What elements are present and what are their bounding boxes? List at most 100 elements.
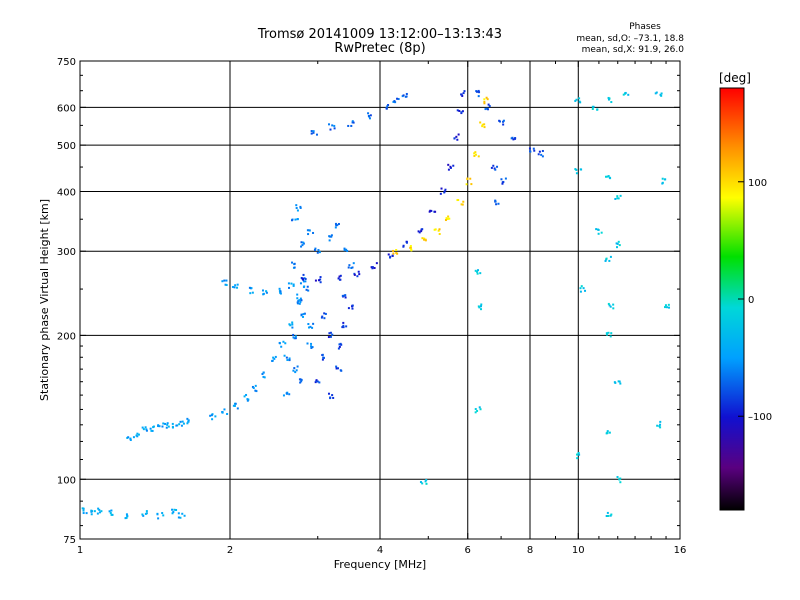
echo-point [373,267,376,270]
echo-point [612,307,615,310]
echo-point [387,253,390,256]
echo-point [82,507,85,510]
echo-point [477,95,480,98]
echo-point [592,105,595,108]
echo-point [616,195,619,198]
echo-point [141,513,144,516]
echo-point [420,230,423,233]
echo-point [483,126,486,129]
echo-point [392,249,395,252]
echo-point [661,182,664,185]
echo-point [455,135,458,138]
echo-point [145,428,148,431]
echo-point [186,422,189,425]
echo-point [299,206,302,209]
echo-point [318,381,321,384]
x-tick-label: 8 [527,545,533,556]
echo-point [246,399,249,402]
x-tick-label: 16 [674,545,687,556]
echo-point [321,358,324,361]
echo-point [314,381,317,384]
echo-point [329,128,332,131]
echo-point [479,121,482,124]
echo-point [298,299,301,302]
echo-point [309,325,312,328]
echo-point [82,512,85,515]
echo-point [329,335,332,338]
echo-point [329,397,332,400]
echo-point [251,291,254,294]
echo-point [296,365,299,368]
echo-point [322,356,325,359]
echo-point [183,514,186,517]
echo-point [463,90,466,93]
echo-point [579,287,582,290]
echo-point [497,202,500,205]
echo-point [262,293,265,296]
echo-point [91,510,94,513]
echo-point [419,481,422,484]
echo-point [576,457,579,460]
echo-point [179,516,182,519]
echo-point [481,125,484,128]
echo-point [480,303,483,306]
echo-point [324,312,327,315]
echo-point [392,252,395,255]
echo-point [483,100,486,103]
echo-point [301,244,304,247]
echo-point [395,248,398,251]
echo-point [245,393,248,396]
echo-point [429,209,432,212]
echo-point [177,512,180,515]
echo-point [402,245,405,248]
echo-point [310,132,313,135]
echo-point [579,168,582,171]
echo-point [498,119,501,122]
echo-point [658,425,661,428]
echo-point [284,342,287,345]
echo-point [477,269,480,272]
echo-point [214,415,217,418]
echo-point [619,382,622,385]
echo-point [283,354,286,357]
echo-point [512,138,515,141]
echo-point [478,406,481,409]
echo-point [460,93,463,96]
phase-info-heading: Phases [629,22,661,32]
echo-point [609,514,612,517]
colorbar-ticks: 100 0 –100 [738,178,772,423]
echo-point [351,121,354,124]
echo-point [541,149,544,152]
echo-point [618,477,621,480]
echo-point [265,290,268,293]
echo-point [293,266,296,269]
echo-point [423,238,426,241]
echo-point [285,356,288,359]
phase-info-x-mode: mean, sd,X: 91.9, 26.0 [582,45,685,55]
echo-point [661,177,664,180]
echo-point [323,317,326,320]
echo-point [248,286,251,289]
echo-point [538,150,541,153]
echo-point [541,155,544,158]
echo-point [618,380,621,383]
echo-point [142,428,145,431]
echo-point [659,420,662,423]
echo-point [225,284,228,287]
echo-point [619,481,622,484]
echo-point [607,331,610,334]
echo-point [405,92,408,95]
echo-point [187,419,190,422]
chart-subtitle: RwPretec (8p) [334,41,425,56]
echo-point [447,215,450,218]
echo-point [391,254,394,257]
echo-point [514,137,517,140]
echo-point [445,217,448,220]
echo-point [108,510,111,513]
echo-point [302,242,305,245]
echo-point [311,346,314,349]
y-tick-label: 750 [57,57,76,68]
echo-point [335,224,338,227]
echo-point [164,422,167,425]
